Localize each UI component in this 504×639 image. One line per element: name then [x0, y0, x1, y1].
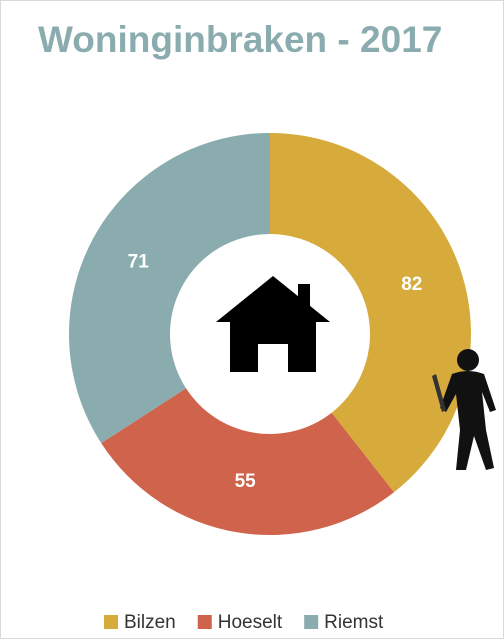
legend-label: Hoeselt: [218, 612, 283, 633]
house-icon: [216, 276, 330, 372]
legend-swatch: [104, 615, 118, 629]
legend-swatch: [197, 615, 212, 629]
legend-label: Bilzen: [124, 612, 176, 633]
donut-slice: [101, 388, 394, 535]
data-label: 82: [401, 274, 422, 295]
burglar-icon: [432, 349, 496, 470]
data-label: 71: [128, 251, 150, 272]
legend-swatch: [304, 615, 319, 629]
chart-title: Woninginbraken - 2017: [38, 19, 442, 60]
legend-label: Riemst: [324, 612, 384, 633]
donut-slice: [69, 133, 270, 444]
donut: 82 55 71: [69, 133, 471, 535]
legend: Bilzen Hoeselt Riemst: [104, 612, 384, 633]
donut-slice: [270, 133, 471, 493]
data-label: 55: [235, 471, 257, 492]
